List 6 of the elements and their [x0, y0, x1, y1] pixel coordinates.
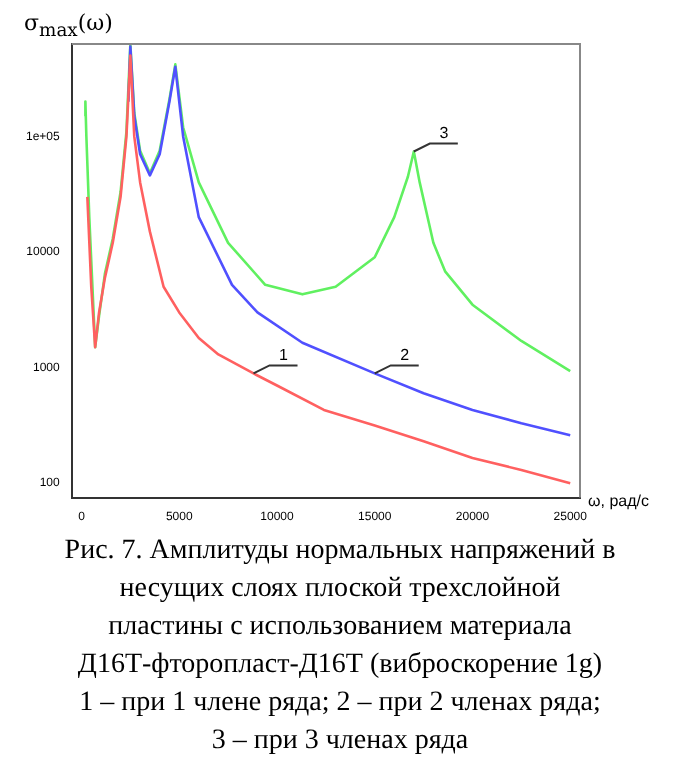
- y-axis-title: σ$_{max}$(ω): [24, 10, 113, 43]
- text: Рис. 7. Амплитуды нормальных напряжений в несущих слоях плоской трехслойной пластины с использованием материала Д16Т-фторопласт-Д16Т (виброскорение 1g) 1 – при 1 члене ряда; 2 – при 2 членах ряда; 3 – при 3 членах ряда: [62, 534, 618, 760]
- annotation: 2: [400, 345, 411, 364]
- annotation: 1: [279, 345, 290, 364]
- annotation: 3: [439, 123, 450, 142]
- x-axis-title: ω, рад/с: [588, 492, 649, 510]
